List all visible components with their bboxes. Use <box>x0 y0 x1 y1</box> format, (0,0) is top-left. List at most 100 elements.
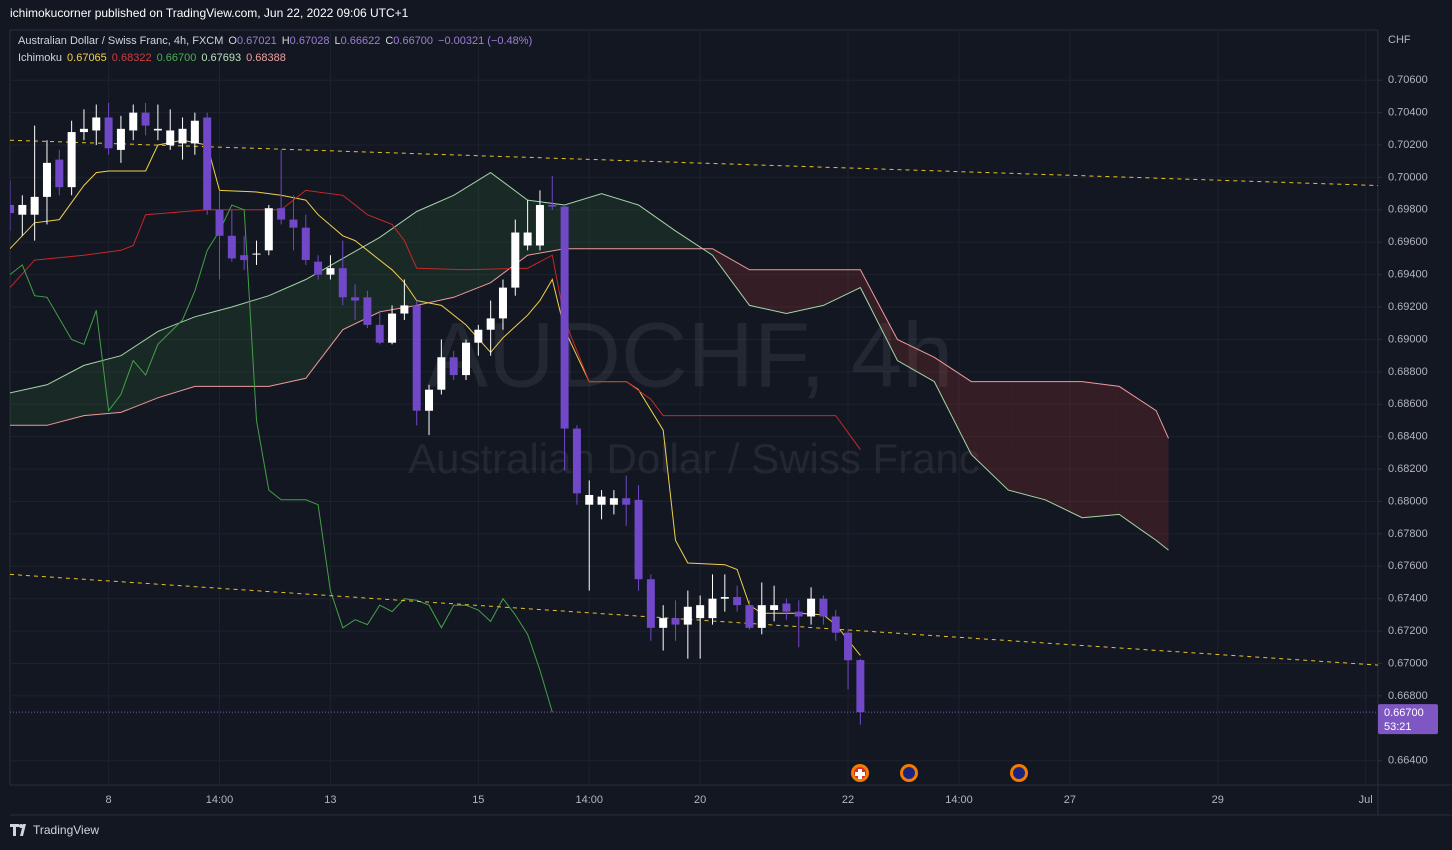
candle-body <box>745 605 754 628</box>
y-tick-label: 0.67800 <box>1388 528 1428 540</box>
candle-body <box>696 605 705 619</box>
cloud-fill <box>305 258 343 379</box>
candle-body <box>79 128 88 133</box>
legend-value: 0.66622 <box>340 35 381 47</box>
countdown: 53:21 <box>1384 721 1412 733</box>
cloud-fill <box>10 384 47 426</box>
candle-body <box>671 618 680 625</box>
candle-body <box>203 117 212 210</box>
candle-body <box>794 611 803 617</box>
y-tick-label: 0.69200 <box>1388 301 1428 313</box>
cloud-fill <box>453 172 491 298</box>
candle-body <box>683 606 692 625</box>
legend-change: −0.00321 (−0.48%) <box>438 35 533 47</box>
legend-key: O <box>228 35 237 47</box>
candle-body <box>326 268 335 275</box>
cloud-fill <box>527 200 565 256</box>
indicator-name: Ichimoku <box>18 52 63 64</box>
candle-body <box>831 616 840 633</box>
candle-body <box>585 494 594 505</box>
candle-body <box>560 206 569 429</box>
candle-body <box>264 208 273 251</box>
candle-body <box>92 117 101 131</box>
candle-body <box>646 579 655 628</box>
x-tick-label: 14:00 <box>206 794 234 806</box>
indicator-value: 0.68322 <box>111 52 152 64</box>
candle-body <box>42 162 51 197</box>
candle-body <box>819 598 828 617</box>
candle-body <box>659 618 668 628</box>
publisher: ichimokucorner published on TradingView.… <box>10 6 409 20</box>
legend-key: C <box>385 35 394 47</box>
y-tick-label: 0.67200 <box>1388 625 1428 637</box>
candle-body <box>733 597 742 606</box>
candle-body <box>67 132 76 188</box>
y-tick-label: 0.66400 <box>1388 755 1428 767</box>
x-tick-label: 29 <box>1212 794 1224 806</box>
y-tick-label: 0.66800 <box>1388 690 1428 702</box>
candle-body <box>141 112 150 126</box>
x-tick-label: Jul <box>1359 794 1373 806</box>
candle-body <box>375 324 384 343</box>
candle-body <box>351 297 360 301</box>
last-price-label: 0.66700 <box>1384 707 1424 719</box>
candle-body <box>363 297 372 325</box>
y-tick-label: 0.67000 <box>1388 657 1428 669</box>
x-tick-label: 15 <box>472 794 484 806</box>
candle-body <box>523 232 532 246</box>
pane <box>9 29 1379 786</box>
legend: Australian Dollar / Swiss Franc, 4h, FXC… <box>18 35 532 47</box>
candle-body <box>622 498 631 505</box>
cloud-fill <box>934 357 972 455</box>
candle-body <box>511 232 520 288</box>
candle-body <box>104 117 113 149</box>
cloud-fill <box>638 204 676 249</box>
plot <box>10 102 1378 725</box>
candle-body <box>425 389 434 411</box>
indicator-line <box>10 204 553 713</box>
y-tick-label: 0.69800 <box>1388 204 1428 216</box>
indicator-legend: Ichimoku 0.67065 0.68322 0.66700 0.67693 0.68… <box>18 52 286 64</box>
legend-value: 0.67021 <box>236 35 277 47</box>
candle-body <box>462 342 470 376</box>
legend-value: 0.66700 <box>393 35 434 47</box>
x-tick-label: 14:00 <box>945 794 973 806</box>
candle-body <box>129 112 138 131</box>
candle-body <box>844 632 853 661</box>
events <box>851 764 1028 782</box>
candle-body <box>412 305 421 411</box>
candle-body <box>770 605 779 611</box>
cloud-fill <box>1156 410 1169 551</box>
cloud-fill <box>823 269 861 306</box>
cloud-fill <box>194 307 232 387</box>
cloud-fill <box>83 355 121 416</box>
cloud-fill <box>1008 381 1046 500</box>
cloud-fill <box>749 269 787 314</box>
legend-value: 0.67028 <box>289 35 330 47</box>
x-tick-label: 13 <box>324 794 336 806</box>
brand-logo <box>10 824 26 836</box>
candle-body <box>634 499 643 580</box>
y-tick-label: 0.70600 <box>1388 74 1428 86</box>
indicator-value: 0.67065 <box>67 52 107 64</box>
candle-body <box>116 128 125 150</box>
candle-body <box>449 357 458 376</box>
event-flag <box>1013 767 1025 779</box>
candle-body <box>289 219 298 228</box>
cloud-fill <box>416 195 454 306</box>
y-tick-label: 0.68600 <box>1388 398 1428 410</box>
candle-body <box>252 253 261 255</box>
indicator-value: 0.68388 <box>246 52 286 64</box>
candle-body <box>388 313 397 343</box>
y-tick-label: 0.68800 <box>1388 366 1428 378</box>
legend-symbol: Australian Dollar / Swiss Franc, 4h, FXC… <box>18 35 224 47</box>
currency: CHF <box>1388 34 1411 46</box>
y-tick-label: 0.69600 <box>1388 236 1428 248</box>
candle-body <box>190 120 199 144</box>
candle-body <box>301 227 310 261</box>
candle-body <box>277 208 286 220</box>
candle-body <box>807 598 816 617</box>
cloud-fill <box>231 295 269 387</box>
candle-body <box>757 605 766 628</box>
